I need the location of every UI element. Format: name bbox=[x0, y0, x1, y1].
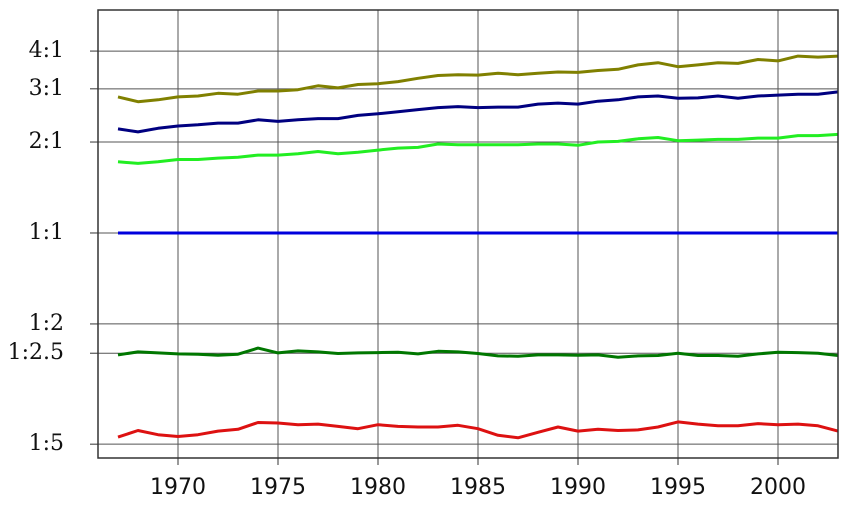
y-tick-label: 1:1 bbox=[29, 220, 64, 245]
x-tick-label: 1980 bbox=[350, 475, 406, 500]
x-tick-label: 2000 bbox=[750, 475, 806, 500]
x-tick-label: 1995 bbox=[650, 475, 706, 500]
y-tick-label: 1:5 bbox=[29, 431, 64, 456]
y-tick-label: 2:1 bbox=[29, 129, 64, 154]
series-line bbox=[117, 420, 839, 440]
series-line bbox=[117, 346, 839, 359]
y-tick-label: 1:2.5 bbox=[8, 340, 64, 365]
y-tick-label: 4:1 bbox=[29, 38, 64, 63]
y-tick-label: 1:2 bbox=[29, 311, 64, 336]
x-tick-label: 1985 bbox=[450, 475, 506, 500]
plot-frame bbox=[97, 9, 839, 459]
x-tick-label: 1990 bbox=[550, 475, 606, 500]
x-tick-label: 1970 bbox=[150, 475, 206, 500]
series-line bbox=[117, 132, 839, 165]
series-line bbox=[117, 90, 839, 134]
y-tick-label: 3:1 bbox=[29, 76, 64, 101]
series-line bbox=[117, 54, 839, 104]
x-tick-label: 1975 bbox=[250, 475, 306, 500]
